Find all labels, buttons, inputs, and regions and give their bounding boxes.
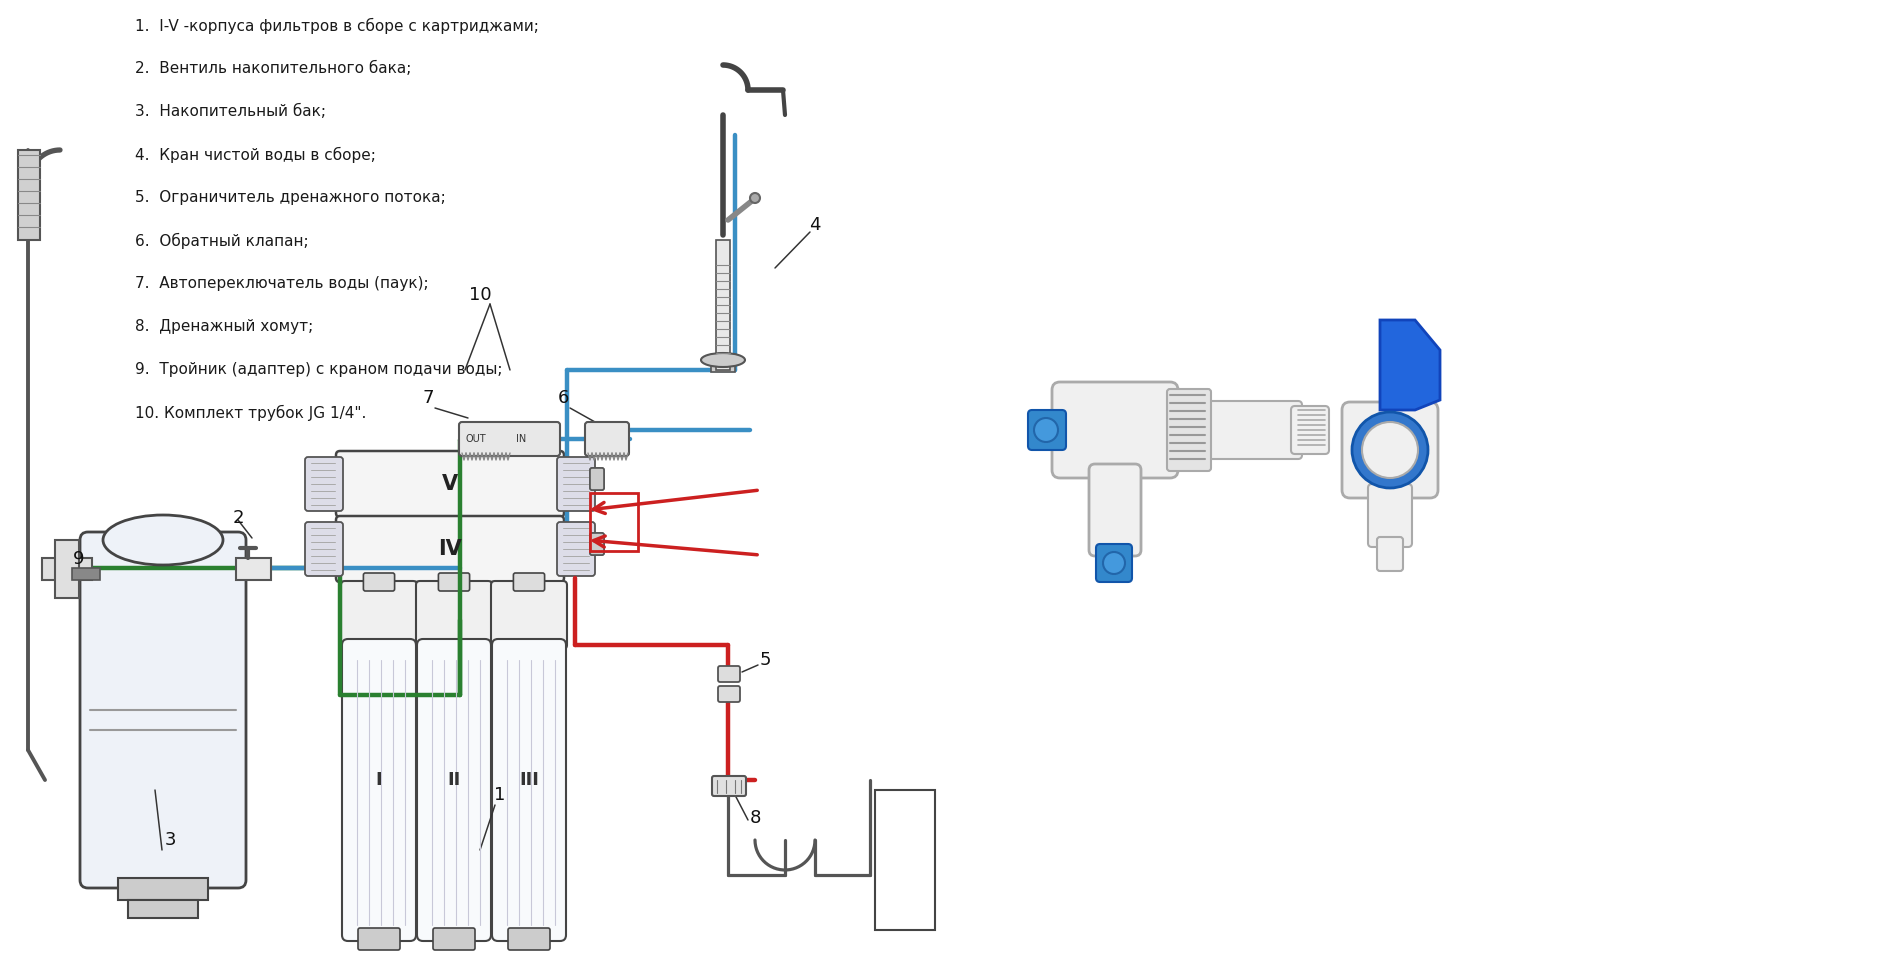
FancyBboxPatch shape [459,422,560,456]
FancyBboxPatch shape [79,532,245,888]
Polygon shape [1379,320,1440,410]
Text: 1.  I-V -корпуса фильтров в сборе с картриджами;: 1. I-V -корпуса фильтров в сборе с картр… [136,18,540,35]
Text: I: I [376,771,383,789]
Text: 8: 8 [749,809,760,827]
Bar [711,360,736,372]
FancyBboxPatch shape [493,639,566,941]
FancyBboxPatch shape [491,581,566,649]
FancyBboxPatch shape [364,573,394,591]
Text: III: III [519,771,540,789]
FancyBboxPatch shape [306,457,343,511]
Text: 5.  Ограничитель дренажного потока;: 5. Ограничитель дренажного потока; [136,190,445,205]
FancyBboxPatch shape [591,468,604,490]
FancyBboxPatch shape [717,666,740,682]
Circle shape [1034,418,1059,442]
Bar [19,150,40,240]
Bar [715,240,730,370]
FancyBboxPatch shape [336,451,564,517]
Text: 2.  Вентиль накопительного бака;: 2. Вентиль накопительного бака; [136,61,411,76]
Text: 3: 3 [164,831,177,849]
FancyBboxPatch shape [1089,464,1142,556]
Bar [42,558,92,580]
Bar [236,558,272,580]
Bar [72,568,100,580]
FancyBboxPatch shape [711,776,745,796]
Text: 9: 9 [74,550,85,568]
FancyBboxPatch shape [1291,406,1328,454]
Text: 1: 1 [494,786,506,804]
Text: OUT: OUT [466,434,487,444]
Text: 5: 5 [760,651,772,669]
FancyBboxPatch shape [1204,401,1302,459]
FancyBboxPatch shape [432,928,476,950]
Circle shape [749,193,760,203]
Text: 7.  Автопереключатель воды (паук);: 7. Автопереключатель воды (паук); [136,276,428,291]
FancyBboxPatch shape [438,573,470,591]
Text: 6.  Обратный клапан;: 6. Обратный клапан; [136,233,309,250]
FancyBboxPatch shape [1096,544,1132,582]
FancyBboxPatch shape [1100,548,1128,578]
Text: 6: 6 [557,389,568,407]
Text: IN: IN [515,434,526,444]
Text: 4: 4 [810,216,821,234]
FancyBboxPatch shape [359,928,400,950]
Text: 10. Комплект трубок JG 1/4".: 10. Комплект трубок JG 1/4". [136,405,366,421]
Ellipse shape [1351,412,1428,488]
FancyBboxPatch shape [342,639,415,941]
Ellipse shape [104,515,223,565]
FancyBboxPatch shape [557,522,594,576]
FancyBboxPatch shape [417,639,491,941]
FancyBboxPatch shape [1378,537,1404,571]
Ellipse shape [700,353,745,367]
FancyBboxPatch shape [1032,414,1062,446]
Text: 3.  Накопительный бак;: 3. Накопительный бак; [136,104,326,119]
FancyBboxPatch shape [591,468,604,490]
Bar [55,540,79,598]
FancyBboxPatch shape [717,686,740,702]
FancyBboxPatch shape [336,516,564,582]
Bar [591,493,638,551]
FancyBboxPatch shape [1368,484,1411,547]
FancyBboxPatch shape [1166,389,1211,471]
FancyBboxPatch shape [585,422,628,456]
FancyBboxPatch shape [591,533,604,555]
Bar [128,900,198,918]
Text: 7: 7 [423,389,434,407]
FancyBboxPatch shape [591,533,604,555]
FancyBboxPatch shape [508,928,549,950]
Text: 10: 10 [468,286,491,304]
FancyBboxPatch shape [306,522,343,576]
Text: II: II [447,771,460,789]
Text: 8.  Дренажный хомут;: 8. Дренажный хомут; [136,319,313,334]
FancyBboxPatch shape [342,581,417,649]
FancyBboxPatch shape [557,457,594,511]
Text: V: V [442,474,459,494]
Ellipse shape [1362,422,1417,478]
Text: IV: IV [438,539,462,559]
Text: 2: 2 [232,509,243,527]
Text: 9.  Тройник (адаптер) с краном подачи воды;: 9. Тройник (адаптер) с краном подачи вод… [136,362,502,377]
Circle shape [1104,552,1125,574]
FancyBboxPatch shape [1028,410,1066,450]
Bar [119,878,208,900]
Bar [876,790,934,930]
Text: 4.  Кран чистой воды в сборе;: 4. Кран чистой воды в сборе; [136,147,376,163]
FancyBboxPatch shape [1342,402,1438,498]
FancyBboxPatch shape [513,573,545,591]
FancyBboxPatch shape [415,581,493,649]
FancyBboxPatch shape [1051,382,1177,478]
